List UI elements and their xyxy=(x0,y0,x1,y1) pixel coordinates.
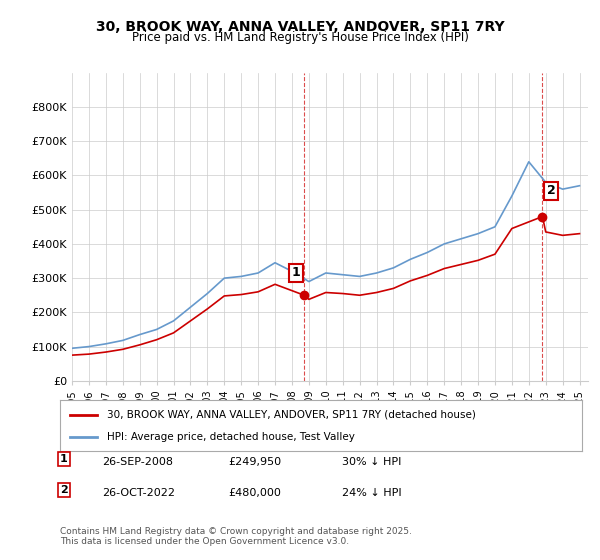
Text: Price paid vs. HM Land Registry's House Price Index (HPI): Price paid vs. HM Land Registry's House … xyxy=(131,31,469,44)
Text: £480,000: £480,000 xyxy=(228,488,281,498)
Text: 26-SEP-2008: 26-SEP-2008 xyxy=(102,457,173,467)
Text: 30% ↓ HPI: 30% ↓ HPI xyxy=(342,457,401,467)
Text: 1: 1 xyxy=(292,267,300,279)
Text: Contains HM Land Registry data © Crown copyright and database right 2025.
This d: Contains HM Land Registry data © Crown c… xyxy=(60,526,412,546)
Text: £249,950: £249,950 xyxy=(228,457,281,467)
Text: 24% ↓ HPI: 24% ↓ HPI xyxy=(342,488,401,498)
Text: 2: 2 xyxy=(547,184,556,197)
Text: 30, BROOK WAY, ANNA VALLEY, ANDOVER, SP11 7RY: 30, BROOK WAY, ANNA VALLEY, ANDOVER, SP1… xyxy=(95,20,505,34)
Text: HPI: Average price, detached house, Test Valley: HPI: Average price, detached house, Test… xyxy=(107,432,355,442)
Text: 30, BROOK WAY, ANNA VALLEY, ANDOVER, SP11 7RY (detached house): 30, BROOK WAY, ANNA VALLEY, ANDOVER, SP1… xyxy=(107,409,476,419)
Text: 1: 1 xyxy=(60,454,68,464)
Text: 2: 2 xyxy=(60,485,68,495)
Text: 26-OCT-2022: 26-OCT-2022 xyxy=(102,488,175,498)
